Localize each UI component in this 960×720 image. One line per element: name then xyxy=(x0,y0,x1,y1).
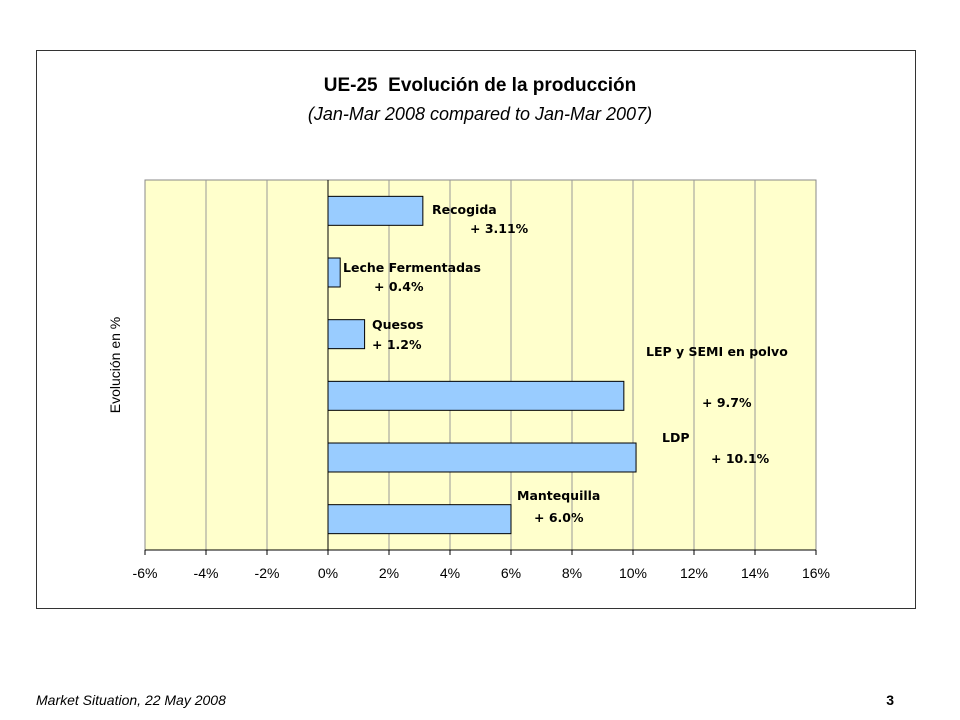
bar-label-name: LDP xyxy=(662,430,690,445)
x-tick-label: 8% xyxy=(562,565,582,581)
bar-label-value: + 6.0% xyxy=(534,510,584,525)
bar-label-value: + 0.4% xyxy=(374,279,424,294)
bar-label-value: + 9.7% xyxy=(702,395,752,410)
x-tick-label: -6% xyxy=(133,565,158,581)
x-tick-label: -2% xyxy=(255,565,280,581)
x-tick-label: 4% xyxy=(440,565,460,581)
bar-label-name: Recogida xyxy=(432,202,497,217)
x-tick-label: 14% xyxy=(741,565,769,581)
bar-label-value: + 1.2% xyxy=(372,337,422,352)
bar-leche-fermentadas xyxy=(327,257,341,288)
bar-ldp xyxy=(327,442,637,473)
x-tick-label: 12% xyxy=(680,565,708,581)
bar-label-value: + 10.1% xyxy=(711,451,770,466)
page-number: 3 xyxy=(886,692,894,708)
bar-recogida xyxy=(327,195,424,226)
bar-quesos xyxy=(327,319,366,350)
bar-label-name: Mantequilla xyxy=(517,488,600,503)
x-tick-label: 0% xyxy=(318,565,338,581)
footer-source: Market Situation, 22 May 2008 xyxy=(36,692,226,708)
x-tick-label: 10% xyxy=(619,565,647,581)
bar-label-name: LEP y SEMI en polvo xyxy=(646,344,788,359)
chart-subtitle: (Jan-Mar 2008 compared to Jan-Mar 2007) xyxy=(307,104,653,124)
x-tick-label: 6% xyxy=(501,565,521,581)
x-tick-label: -4% xyxy=(194,565,219,581)
bar-label-name: Leche Fermentadas xyxy=(343,260,481,275)
plot-area xyxy=(144,179,817,551)
chart-title: UE-25 Evolución de la producción xyxy=(323,75,637,96)
bar-label-value: + 3.11% xyxy=(470,221,529,236)
x-tick-label: 16% xyxy=(802,565,830,581)
x-tick-label: 2% xyxy=(379,565,399,581)
bar-label-name: Quesos xyxy=(372,317,423,332)
y-axis-label: Evolución en % xyxy=(107,317,123,414)
bar-lep-y-semi-en-polvo xyxy=(327,380,625,411)
bar-mantequilla xyxy=(327,504,512,535)
